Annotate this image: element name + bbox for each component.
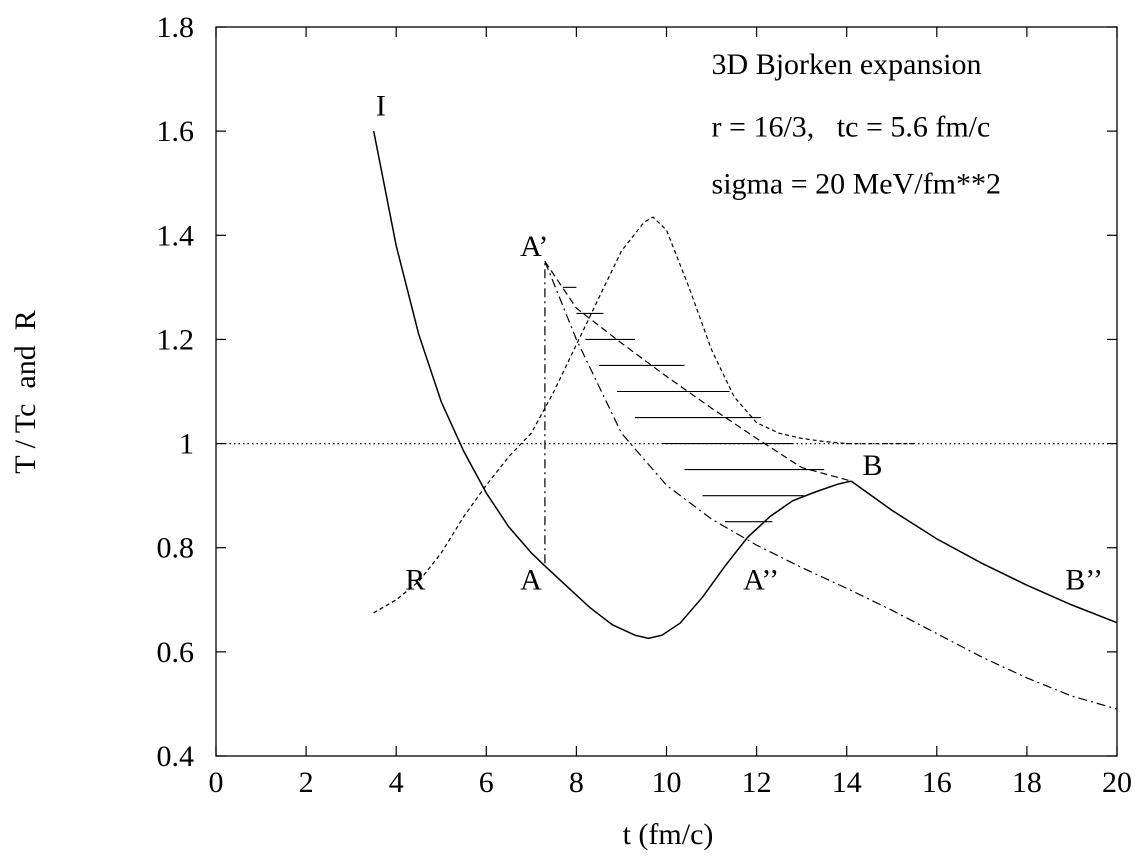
point-label: A’’	[743, 563, 779, 596]
x-tick-label: 2	[299, 766, 314, 799]
y-tick-label: 0.8	[157, 532, 195, 565]
x-tick-label: 18	[1012, 766, 1042, 799]
y-tick-label: 1.6	[157, 115, 195, 148]
x-tick-label: 10	[652, 766, 682, 799]
x-tick-label: 6	[479, 766, 494, 799]
series-line-solid-0	[372, 130, 852, 640]
y-tick-label: 1	[179, 428, 194, 461]
x-tick-label: 14	[832, 766, 862, 799]
x-tick-label: 0	[209, 766, 224, 799]
annotation-text: r = 16/3, tc = 5.6 fm/c	[712, 110, 991, 143]
point-label: A	[520, 563, 542, 596]
labels-group: 3D Bjorken expansion r = 16/3, tc = 5.6 f…	[376, 48, 1103, 597]
x-tick-label: 4	[389, 766, 404, 799]
y-tick-label: 0.4	[157, 740, 195, 773]
x-tick-label: 16	[922, 766, 952, 799]
point-label: B	[862, 449, 882, 482]
annotation-text: sigma = 20 MeV/fm**2	[712, 168, 1001, 201]
point-label: R	[405, 563, 425, 596]
axes-group: 0 2 4 6 8 10 12 14 16 18 20 0.4 0.6 0.8 1 1.2 1.4 1.6 1.8	[157, 11, 1133, 799]
point-label: A’	[520, 230, 548, 263]
x-tick-label: 12	[742, 766, 772, 799]
x-tick-label: 8	[569, 766, 584, 799]
annotation-text: 3D Bjorken expansion	[712, 48, 982, 81]
y-tick-label: 1.4	[157, 219, 195, 252]
x-axis-title: t (fm/c)	[623, 818, 714, 851]
series-line-dash-dot-3	[544, 261, 1118, 710]
point-label: B’’	[1065, 563, 1103, 596]
series-group	[216, 130, 1118, 710]
x-tick-label: 20	[1102, 766, 1132, 799]
series-line-fine-dashed-6	[373, 216, 915, 614]
series-line-dashed-2	[544, 260, 852, 482]
series-line-solid-1	[850, 480, 1118, 624]
y-tick-label: 0.6	[157, 636, 195, 669]
y-axis-title: T / Tc and R	[9, 310, 42, 473]
y-tick-label: 1.2	[157, 323, 195, 356]
y-tick-label: 1.8	[157, 11, 195, 44]
point-label: I	[376, 90, 386, 123]
